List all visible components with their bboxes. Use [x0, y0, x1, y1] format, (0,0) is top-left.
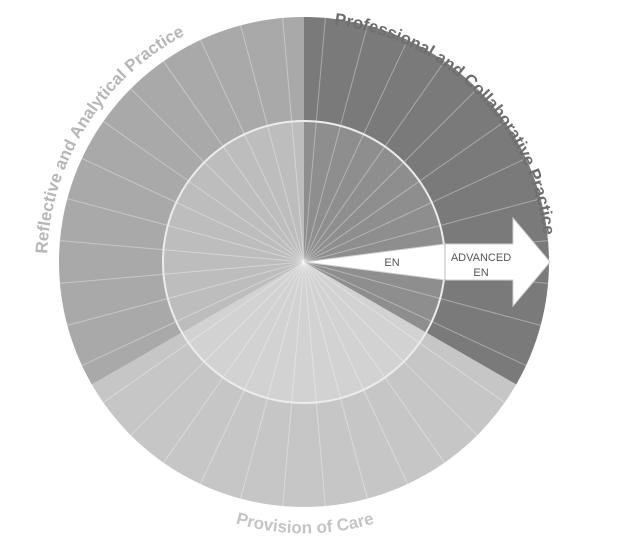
- spoke-line: [81, 158, 305, 263]
- spoke-line: [303, 261, 445, 463]
- spoke-line: [103, 121, 305, 263]
- spoke-line: [67, 198, 305, 263]
- spoke-line: [303, 261, 326, 507]
- spoke-line: [303, 121, 505, 263]
- spoke-line: [303, 88, 478, 263]
- arrow-outer-label-line1: ADVANCED: [451, 252, 511, 264]
- spoke-line: [81, 261, 305, 366]
- spoke-line: [59, 240, 305, 263]
- spoke-line: [67, 261, 305, 326]
- spoke-line: [282, 261, 305, 507]
- spoke-line: [282, 17, 305, 263]
- spoke-line: [303, 17, 326, 263]
- inner-sector-reflective: [162, 121, 304, 333]
- spoke-line: [130, 261, 305, 436]
- spoke-line: [303, 261, 368, 499]
- spoke-line: [303, 158, 527, 263]
- spoke-line: [240, 261, 305, 499]
- inner-sector-professional: [304, 120, 446, 333]
- spoke-line: [59, 261, 305, 284]
- spoke-line: [103, 261, 305, 403]
- spoke-line: [163, 61, 305, 263]
- inner-sector-provision: [181, 262, 427, 404]
- spoke-line: [303, 198, 541, 263]
- spoke-line: [200, 39, 305, 263]
- spoke-line: [200, 261, 305, 485]
- spoke-line: [303, 261, 505, 403]
- spoke-line: [303, 261, 527, 366]
- spoke-lines: [59, 17, 549, 507]
- inner-ring: [162, 120, 446, 404]
- arrow-outer-label-line2: EN: [473, 267, 488, 279]
- spoke-line: [163, 261, 305, 463]
- arrow-shape: [303, 216, 551, 308]
- spoke-line: [130, 88, 305, 263]
- spoke-line: [303, 61, 445, 263]
- spoke-line: [303, 261, 478, 436]
- spoke-line: [303, 39, 408, 263]
- spoke-line: [303, 261, 541, 326]
- label-provision-of-care: Provision of Care: [234, 509, 375, 537]
- spoke-line: [303, 261, 408, 485]
- spoke-line: [240, 25, 305, 263]
- spoke-line: [303, 25, 368, 263]
- progression-arrow: EN ADVANCED EN: [303, 216, 551, 308]
- arrow-inner-label: EN: [384, 257, 399, 269]
